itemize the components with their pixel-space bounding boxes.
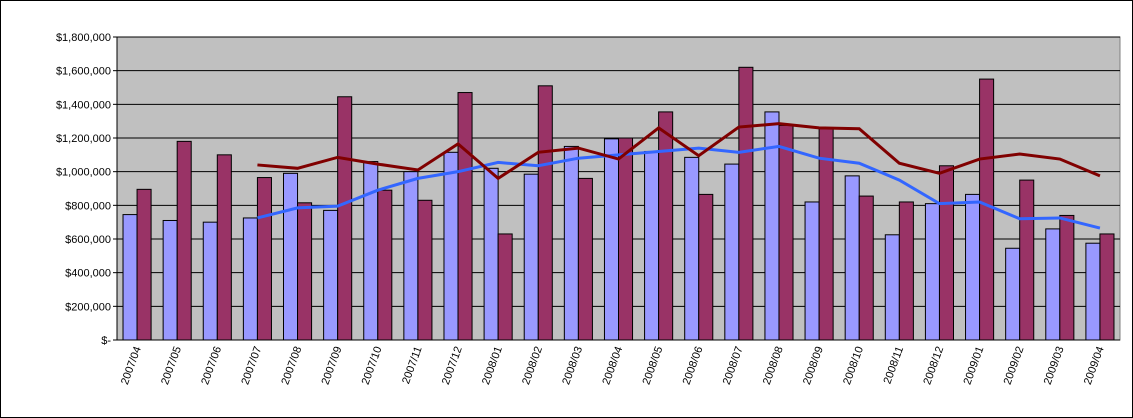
y-tick-label: $1,400,000 [56,99,111,111]
bar [122,214,138,341]
bar [523,173,539,341]
bar [577,177,593,341]
bar [337,96,353,341]
bar [176,140,192,341]
y-tick-label: $800,000 [65,200,111,212]
bar [242,217,258,341]
y-tick-label: $1,000,000 [56,167,111,179]
y-tick-label: $200,000 [65,301,111,313]
bar [884,234,900,341]
bar [844,175,860,341]
y-tick-label: $600,000 [65,234,111,246]
bar [457,92,473,341]
y-tick-label: $400,000 [65,268,111,280]
bar [256,177,272,341]
bar [603,138,620,341]
bar [563,145,579,341]
y-tick-label: $1,600,000 [56,66,111,78]
bar [403,171,419,341]
bar [698,193,714,341]
bar [323,209,339,341]
bar [684,156,700,341]
bar [724,163,740,341]
bar [1045,228,1061,341]
bar [778,124,794,341]
bar [858,195,874,341]
bar [377,189,393,341]
bar [1099,233,1115,341]
bar [443,151,459,341]
bar [924,203,940,341]
bar [1059,214,1075,341]
bar [898,201,914,341]
bar [979,78,995,341]
bar [297,202,313,341]
bar [1005,247,1021,341]
y-tick-label: $- [101,335,111,347]
bar [644,150,660,341]
y-tick-label: $1,200,000 [56,133,111,145]
bar [216,154,232,341]
bar [938,165,955,341]
bar [202,221,218,341]
line [257,144,1101,230]
bar [804,201,820,341]
bar [483,167,499,341]
bar [497,233,513,341]
bar [618,137,634,341]
bar [282,172,299,341]
line [257,122,1101,181]
bar [162,219,178,341]
bar [965,193,981,341]
bar [1085,242,1101,341]
bar [136,188,152,341]
bar [738,66,754,341]
bar [417,199,433,341]
y-tick-label: $1,800,000 [56,32,111,44]
bar [537,85,553,341]
bar [658,111,674,341]
bar [1019,179,1035,341]
bar [363,161,379,341]
